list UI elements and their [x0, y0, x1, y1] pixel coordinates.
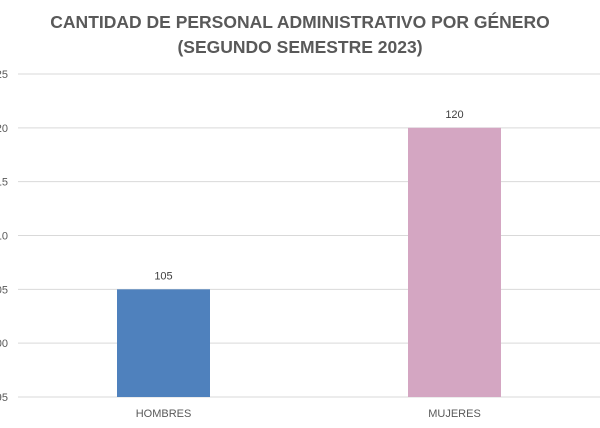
bar [408, 127, 501, 397]
data-label: 120 [445, 109, 463, 121]
y-tick-label: 95 [0, 392, 8, 404]
y-tick-label: 110 [0, 231, 8, 243]
data-label: 105 [154, 270, 172, 282]
chart-title: CANTIDAD DE PERSONAL ADMINISTRATIVO POR … [50, 12, 550, 32]
y-tick-label: 105 [0, 284, 8, 296]
y-tick-label: 100 [0, 338, 8, 350]
y-tick-label: 120 [0, 123, 8, 135]
y-tick-label: 125 [0, 69, 8, 81]
chart-title-block: CANTIDAD DE PERSONAL ADMINISTRATIVO POR … [0, 10, 600, 60]
category-label: MUJERES [428, 408, 481, 420]
category-label: HOMBRES [136, 408, 192, 420]
chart-subtitle: (SEGUNDO SEMESTRE 2023) [177, 37, 423, 57]
y-tick-label: 115 [0, 177, 8, 189]
bar [117, 289, 210, 397]
